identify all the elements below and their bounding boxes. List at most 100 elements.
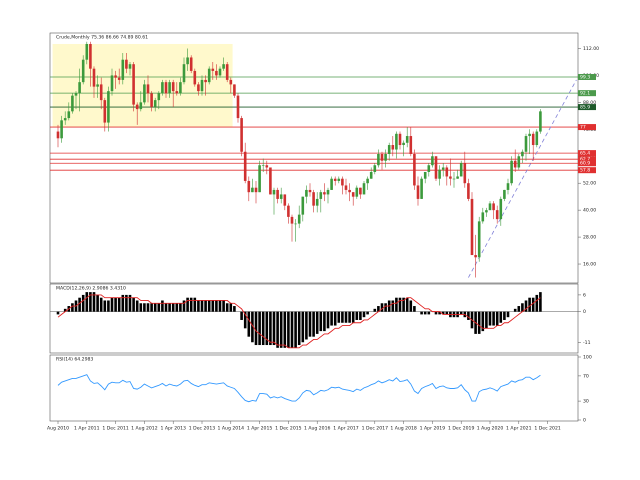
candle-body xyxy=(373,165,377,172)
candle-body xyxy=(114,75,117,78)
macd-bar xyxy=(506,311,510,318)
candle-body xyxy=(161,82,164,94)
macd-panel xyxy=(49,283,579,354)
macd-bar xyxy=(225,303,229,312)
candle-body xyxy=(146,84,150,94)
macd-bar xyxy=(513,308,517,312)
candle-body xyxy=(377,154,380,166)
macd-bar xyxy=(337,311,341,323)
macd-bar xyxy=(204,300,207,312)
macd-bar xyxy=(78,297,81,312)
macd-bar xyxy=(143,303,146,312)
candle-body xyxy=(387,145,391,155)
candle-body xyxy=(427,165,431,172)
x-tick-label: 1 Dec 2017 xyxy=(362,426,389,432)
candle-body xyxy=(186,57,189,65)
macd-bar xyxy=(535,294,539,312)
macd-bar xyxy=(215,300,218,312)
candle-body xyxy=(521,151,524,157)
y-tick-label: 28.00 xyxy=(583,235,596,241)
macd-bar xyxy=(153,303,157,312)
macd-bar xyxy=(229,303,233,312)
candle-body xyxy=(380,154,384,161)
level-label: 62.7 xyxy=(580,157,590,163)
candle-body xyxy=(416,185,420,199)
candle-body xyxy=(207,68,211,83)
macd-bar xyxy=(175,303,179,312)
candle-body xyxy=(391,145,395,150)
macd-bar xyxy=(139,303,143,312)
candle-body xyxy=(362,183,366,195)
candle-body xyxy=(481,212,485,222)
macd-bar xyxy=(366,311,369,315)
candle-body xyxy=(229,79,233,85)
macd-bar xyxy=(99,297,103,312)
candle-body xyxy=(175,91,179,94)
candle-body xyxy=(341,178,344,186)
candle-body xyxy=(467,183,470,199)
level-tag xyxy=(578,124,596,131)
level-tag xyxy=(578,104,596,111)
x-tick-label: Aug 2010 xyxy=(47,426,69,432)
macd-bar xyxy=(373,308,377,312)
candle-body xyxy=(121,59,125,80)
y-tick-label: 52.00 xyxy=(583,181,596,187)
macd-bar xyxy=(125,294,128,312)
candle-body xyxy=(301,196,305,215)
macd-bar xyxy=(279,311,283,348)
macd-bar xyxy=(207,300,211,312)
level-tag xyxy=(578,156,596,163)
candle-body xyxy=(503,189,506,199)
x-tick-label: 1 Dec 2021 xyxy=(534,426,561,432)
candle-body xyxy=(355,187,359,197)
candle-body xyxy=(85,43,89,60)
candle-body xyxy=(287,205,290,217)
candle-body xyxy=(528,133,531,137)
candle-body xyxy=(150,93,153,107)
y-tick-label: 112.00 xyxy=(583,46,599,52)
macd-bar xyxy=(438,311,441,315)
candle-body xyxy=(276,189,279,199)
candle-body xyxy=(492,203,495,211)
macd-bar xyxy=(179,303,182,312)
x-tick-label: 1 Dec 2019 xyxy=(448,426,475,432)
candle-body xyxy=(193,70,197,85)
y-tick-label: 40.00 xyxy=(583,208,596,214)
macd-bar xyxy=(539,292,542,312)
candle-body xyxy=(456,176,459,179)
candle-body xyxy=(305,189,308,197)
macd-bar xyxy=(441,311,445,315)
macd-bar xyxy=(128,294,132,312)
candle-body xyxy=(182,64,186,83)
macd-bar xyxy=(427,311,431,315)
macd-bar xyxy=(258,311,261,346)
candle-body xyxy=(366,178,369,184)
macd-bar xyxy=(189,297,193,312)
candle-body xyxy=(157,93,161,101)
macd-bar xyxy=(287,311,290,348)
candle-body xyxy=(351,192,355,197)
candle-body xyxy=(423,171,427,179)
candle-body xyxy=(499,198,503,220)
candle-body xyxy=(269,167,272,195)
trendline xyxy=(468,79,577,278)
macd-bar xyxy=(272,311,276,346)
candle-body xyxy=(488,203,492,211)
macd-bar xyxy=(423,311,427,315)
candle-body xyxy=(441,167,445,170)
candle-body xyxy=(89,43,92,69)
candle-body xyxy=(413,154,416,186)
candle-body xyxy=(431,156,434,166)
macd-bar xyxy=(164,303,168,312)
candle-body xyxy=(474,255,477,258)
candle-body xyxy=(294,223,297,225)
candle-body xyxy=(258,165,261,193)
candle-body xyxy=(222,64,225,69)
candle-body xyxy=(485,210,488,213)
x-tick-label: 1 Aug 2012 xyxy=(131,426,158,432)
macd-bar xyxy=(290,311,294,348)
x-tick-label: 1 Apr 2021 xyxy=(506,426,532,432)
macd-bar xyxy=(197,300,200,312)
macd-bar xyxy=(114,297,117,312)
candle-body xyxy=(153,100,157,107)
